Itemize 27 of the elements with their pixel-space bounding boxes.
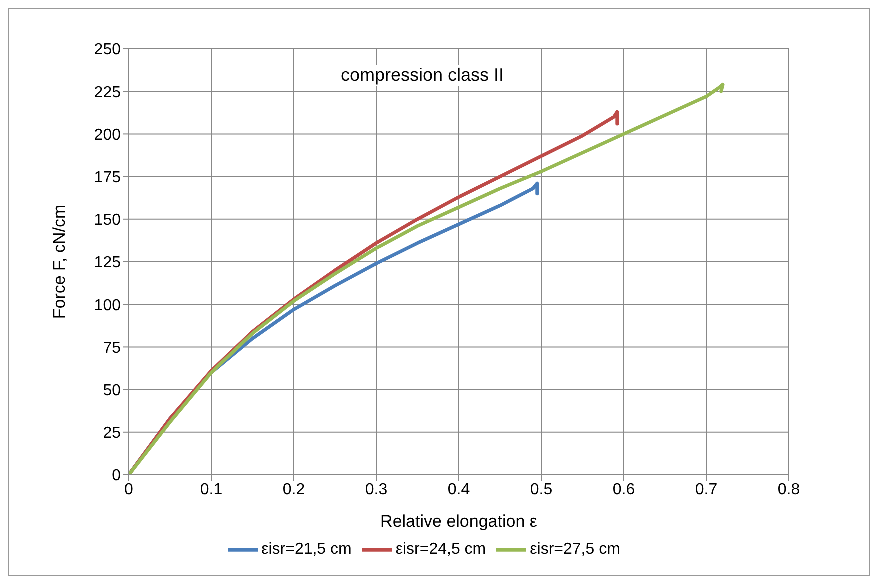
line-series bbox=[129, 83, 725, 475]
y-tick-label: 125 bbox=[94, 254, 122, 272]
legend-label: εisr=21,5 cm bbox=[262, 541, 352, 558]
y-tick-label: 100 bbox=[94, 297, 122, 314]
x-axis-title: Relative elongation ε bbox=[380, 512, 538, 531]
y-tick-label: 75 bbox=[103, 340, 122, 357]
y-tick-label: 225 bbox=[94, 84, 122, 102]
legend-label: εisr=27,5 cm bbox=[530, 541, 620, 558]
y-axis-title: Force F, cN/cm bbox=[50, 204, 70, 320]
x-tick-label: 0.6 bbox=[612, 481, 636, 498]
y-tick-label: 0 bbox=[112, 468, 122, 485]
text: compression class II bbox=[339, 65, 506, 86]
x-tick-label: 0.7 bbox=[695, 481, 718, 498]
x-tick-label: 0.3 bbox=[365, 481, 388, 498]
x-tick-label: 0.8 bbox=[778, 481, 800, 498]
x-tick-label: 0.1 bbox=[200, 481, 223, 498]
y-tick-label: 175 bbox=[94, 169, 122, 186]
x-tick-label: 0.5 bbox=[530, 481, 553, 498]
y-tick-label: 250 bbox=[94, 42, 122, 59]
y-tick-label: 150 bbox=[94, 212, 122, 230]
x-tick-label: 0.2 bbox=[282, 481, 306, 498]
x-tick-label: 0 bbox=[124, 481, 134, 498]
y-tick-label: 25 bbox=[103, 425, 122, 442]
y-tick-label: 50 bbox=[103, 382, 122, 400]
legend-label: εisr=24,5 cm bbox=[396, 541, 486, 558]
x-tick-label: 0.4 bbox=[448, 481, 470, 498]
y-tick-label: 200 bbox=[94, 126, 122, 144]
